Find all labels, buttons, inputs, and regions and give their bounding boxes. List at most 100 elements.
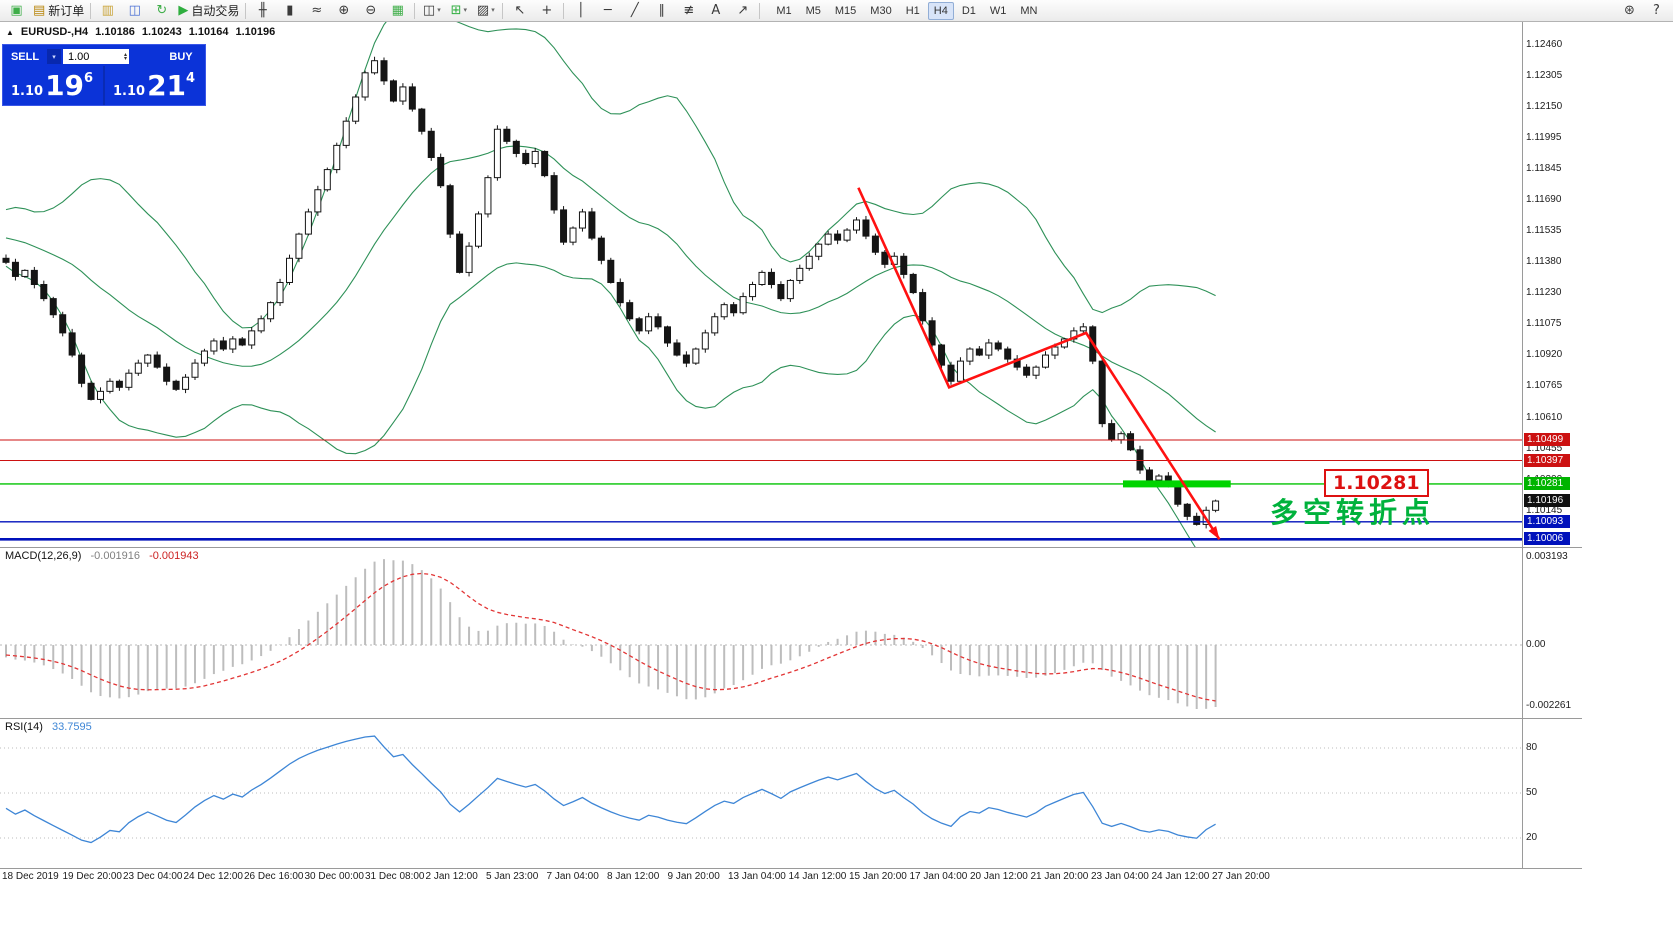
timeframe-w1-button[interactable]: W1 <box>989 4 1007 17</box>
timeframe-m5-button[interactable]: M5 <box>805 4 821 17</box>
quick-search-button[interactable]: ⊛ <box>1617 1 1642 20</box>
indicators-button[interactable]: ⊞ ▾ <box>446 1 471 20</box>
volume-input[interactable]: 1.00 ▴ ▾ <box>63 49 129 64</box>
buy-button[interactable]: 1.10214 <box>105 66 205 105</box>
autotrading-button[interactable]: ▶ 自动交易 <box>176 1 241 20</box>
trend-polyline[interactable] <box>857 187 1221 541</box>
timeframe-h4-button[interactable]: H4 <box>927 1 954 20</box>
candle-body <box>11 261 19 277</box>
charts-button[interactable]: ◫ <box>122 1 147 20</box>
channel-button[interactable]: ∥ <box>649 1 674 20</box>
candle-body <box>276 281 284 304</box>
macd-pane[interactable] <box>0 559 1522 709</box>
horizontal-line-button[interactable]: ─ <box>595 1 620 20</box>
grid-button[interactable]: ▦ <box>385 1 410 20</box>
line-chart-button[interactable]: ≈ <box>304 1 329 20</box>
support-zone[interactable] <box>1122 480 1231 488</box>
candle-body <box>59 314 67 334</box>
candle-body <box>475 213 482 247</box>
zoom-in-button[interactable]: ⊕ <box>331 1 356 20</box>
candle-body <box>106 380 114 392</box>
candle-body <box>550 175 558 211</box>
candle-body <box>767 271 775 286</box>
timeframe-m1-button[interactable]: M1 <box>776 4 792 17</box>
timeframe-d1-button[interactable]: D1 <box>961 4 976 17</box>
trendline-button[interactable]: ╱ <box>622 1 647 20</box>
vertical-line-button[interactable]: │ <box>568 1 593 20</box>
crosshair-button[interactable]: + <box>534 1 559 20</box>
candle-body <box>371 60 379 74</box>
volume-value: 1.00 <box>68 50 90 63</box>
timeframe-m15-button[interactable]: M15 <box>834 4 857 17</box>
refresh-button[interactable]: ↻ <box>149 1 174 20</box>
candle-body <box>862 219 870 237</box>
price-badge-1.10006: 1.10006 <box>1524 532 1570 546</box>
templates-button[interactable]: ▨ ▾ <box>473 1 498 20</box>
price-axis-tick: 1.11535 <box>1526 225 1562 237</box>
bars-chart-button[interactable]: ╫ <box>250 1 275 20</box>
candle-body <box>418 108 426 132</box>
candle-body <box>928 320 936 346</box>
candles-chart-button[interactable]: ▮ <box>277 1 302 20</box>
candle-body <box>1032 366 1040 376</box>
fibonacci-button[interactable]: ≢ <box>676 1 701 20</box>
macd-scale-top: 0.003193 <box>1526 551 1568 562</box>
time-axis-label: 24 Jan 12:00 <box>1151 871 1210 882</box>
price-badge-1.10093: 1.10093 <box>1524 514 1570 528</box>
candle-body <box>834 233 842 241</box>
rsi-pane-separator[interactable] <box>0 718 1582 719</box>
price-axis-tick: 1.12150 <box>1526 101 1563 113</box>
rsi-pane[interactable] <box>0 735 1522 844</box>
candle-body <box>512 140 520 154</box>
candle-body <box>503 128 511 142</box>
buy-price-sup: 4 <box>186 71 196 86</box>
profiles-button[interactable]: ▥ <box>95 1 120 20</box>
chart-canvas[interactable] <box>0 22 1522 868</box>
candle-body <box>125 372 133 388</box>
timeframe-h1-button[interactable]: H1 <box>905 4 920 17</box>
zoom-out-icon: ⊖ <box>365 3 377 18</box>
time-axis-label: 9 Jan 20:00 <box>667 871 720 882</box>
arrow-tool-button[interactable]: ↗ <box>730 1 755 20</box>
text-button[interactable]: A <box>703 1 728 20</box>
new-chart-button[interactable]: ◫ ▾ <box>419 1 444 20</box>
sell-button[interactable]: 1.10196 <box>3 66 103 105</box>
price-callout-box[interactable]: 1.10281 <box>1324 469 1429 497</box>
stepper-down-icon: ▾ <box>123 55 127 62</box>
volume-stepper[interactable]: ▴ ▾ <box>123 52 127 62</box>
widget-options-button[interactable]: ▾ <box>47 49 61 64</box>
new-order-button[interactable]: ▤ 新订单 <box>31 1 86 20</box>
new-order-icon: ▤ <box>33 3 46 18</box>
candle-body <box>607 259 615 283</box>
time-axis-separator <box>0 868 1582 869</box>
time-axis-label: 20 Jan 12:00 <box>970 871 1028 882</box>
timeframe-mn-button[interactable]: MN <box>1020 4 1038 17</box>
macd-pane-separator[interactable] <box>0 547 1582 548</box>
candle-body <box>578 211 586 229</box>
rsi-value: 33.7595 <box>51 721 92 733</box>
candle-body <box>682 354 690 364</box>
cursor-button[interactable]: ↖ <box>507 1 532 20</box>
candle-body <box>153 354 161 368</box>
timeframe-m30-button[interactable]: M30 <box>870 4 892 17</box>
autotrading-button-label: 自动交易 <box>191 4 240 18</box>
help-button[interactable]: ? <box>1644 1 1669 20</box>
candle-body <box>210 340 218 352</box>
candle-body <box>730 304 738 314</box>
trendline-icon: ╱ <box>630 3 639 18</box>
main-price-pane[interactable] <box>0 22 1522 568</box>
candle-body <box>295 233 303 259</box>
collapse-icon[interactable]: ▲ <box>6 27 14 37</box>
candle-body <box>257 318 265 332</box>
candle-body <box>427 130 435 158</box>
symbol-name: EURUSD-,H4 <box>20 26 89 38</box>
sell-price-main: 1.10 <box>11 84 44 99</box>
candle-body <box>248 330 256 346</box>
zoom-out-button[interactable]: ⊖ <box>358 1 383 20</box>
candle-body <box>853 219 860 231</box>
rsi-scale-80: 80 <box>1526 742 1538 753</box>
rsi-title: RSI(14) <box>5 721 43 733</box>
candle-body <box>588 211 596 239</box>
bar-low: 1.10164 <box>188 26 229 38</box>
candle-body <box>144 354 152 364</box>
